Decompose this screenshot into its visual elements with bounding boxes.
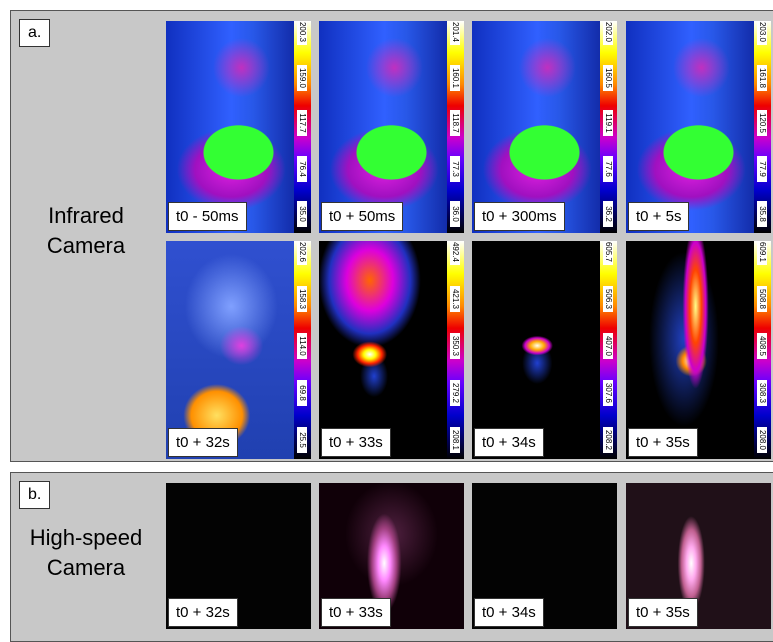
camera-image: t0 + 35s (626, 483, 771, 629)
colorbar-label: 117.7 (297, 110, 307, 136)
caption: t0 + 50ms (321, 202, 403, 231)
panel-label: b. (19, 481, 50, 509)
figure: a. Infrared Camera 200.3 159.0 117.7 76.4 35.0… (0, 0, 773, 630)
colorbar-label: 158.3 (297, 286, 307, 312)
caption: t0 + 32s (168, 428, 238, 457)
caption: t0 + 34s (474, 598, 544, 627)
colorbar-label: 200.3 (297, 21, 307, 45)
colorbar: 201.4 160.1 118.7 77.3 36.0 (447, 21, 464, 233)
camera-image: 201.4 160.1 118.7 77.3 36.0 t0 + 50ms (319, 21, 464, 233)
colorbar-label: 308.3 (757, 380, 767, 406)
colorbar-label: 161.8 (757, 65, 767, 91)
colorbar-label: 605.7 (603, 241, 613, 265)
colorbar-label: 279.2 (450, 380, 460, 406)
row-label: High-speed Camera (11, 523, 161, 583)
colorbar-label: 408.5 (757, 333, 767, 359)
colorbar-label: 36.0 (450, 201, 460, 227)
colorbar-label: 202.6 (297, 241, 307, 265)
caption: t0 + 35s (628, 598, 698, 627)
camera-image: 202.6 158.3 114.0 69.8 25.5 t0 + 32s (166, 241, 311, 459)
colorbar-label: 492.4 (450, 241, 460, 265)
colorbar-label: 202.0 (603, 21, 613, 45)
colorbar-label: 119.1 (603, 110, 613, 136)
panel-label: a. (19, 19, 50, 47)
caption: t0 + 35s (628, 428, 698, 457)
camera-image: t0 + 33s (319, 483, 464, 629)
colorbar-label: 77.9 (757, 156, 767, 182)
colorbar: 200.3 159.0 117.7 76.4 35.0 (294, 21, 311, 233)
camera-image: t0 + 34s (472, 483, 617, 629)
camera-image: 202.0 160.5 119.1 77.6 36.2 t0 + 300ms (472, 21, 617, 233)
colorbar-label: 77.3 (450, 156, 460, 182)
caption: t0 + 5s (628, 202, 689, 231)
colorbar: 203.0 161.8 120.5 77.9 35.8 (754, 21, 771, 233)
caption: t0 + 300ms (474, 202, 565, 231)
colorbar-label: 208.0 (757, 427, 767, 453)
colorbar-label: 77.6 (603, 156, 613, 182)
colorbar-label: 350.3 (450, 333, 460, 359)
colorbar: 605.7 506.3 407.0 307.6 208.2 (600, 241, 617, 459)
colorbar: 609.1 508.8 408.5 308.3 208.0 (754, 241, 771, 459)
colorbar-label: 160.1 (450, 65, 460, 91)
colorbar-label: 421.3 (450, 286, 460, 312)
colorbar-label: 36.2 (603, 201, 613, 227)
colorbar-label: 609.1 (757, 241, 767, 265)
colorbar-label: 407.0 (603, 333, 613, 359)
camera-image: 200.3 159.0 117.7 76.4 35.0 t0 - 50ms (166, 21, 311, 233)
colorbar: 202.6 158.3 114.0 69.8 25.5 (294, 241, 311, 459)
colorbar-label: 76.4 (297, 156, 307, 182)
colorbar-label: 208.2 (603, 427, 613, 453)
caption: t0 + 34s (474, 428, 544, 457)
colorbar-label: 508.8 (757, 286, 767, 312)
colorbar: 202.0 160.5 119.1 77.6 36.2 (600, 21, 617, 233)
caption: t0 + 33s (321, 598, 391, 627)
colorbar-label: 160.5 (603, 65, 613, 91)
colorbar-label: 120.5 (757, 110, 767, 136)
colorbar-label: 208.1 (450, 427, 460, 453)
caption: t0 - 50ms (168, 202, 247, 231)
colorbar-label: 506.3 (603, 286, 613, 312)
colorbar-label: 307.6 (603, 380, 613, 406)
colorbar-label: 69.8 (297, 380, 307, 406)
camera-image: t0 + 32s (166, 483, 311, 629)
camera-image: 492.4 421.3 350.3 279.2 208.1 t0 + 33s (319, 241, 464, 459)
colorbar-label: 201.4 (450, 21, 460, 45)
colorbar-label: 35.8 (757, 201, 767, 227)
colorbar-label: 203.0 (757, 21, 767, 45)
camera-image: 203.0 161.8 120.5 77.9 35.8 t0 + 5s (626, 21, 771, 233)
caption: t0 + 33s (321, 428, 391, 457)
caption: t0 + 32s (168, 598, 238, 627)
camera-image: 605.7 506.3 407.0 307.6 208.2 t0 + 34s (472, 241, 617, 459)
colorbar-label: 35.0 (297, 201, 307, 227)
panel: a. Infrared Camera 200.3 159.0 117.7 76.4 35.0… (10, 10, 773, 462)
colorbar-label: 114.0 (297, 333, 307, 359)
camera-image: 609.1 508.8 408.5 308.3 208.0 t0 + 35s (626, 241, 771, 459)
colorbar-label: 118.7 (450, 110, 460, 136)
colorbar-label: 159.0 (297, 65, 307, 91)
colorbar-label: 25.5 (297, 427, 307, 453)
colorbar: 492.4 421.3 350.3 279.2 208.1 (447, 241, 464, 459)
row-label: Infrared Camera (11, 201, 161, 261)
